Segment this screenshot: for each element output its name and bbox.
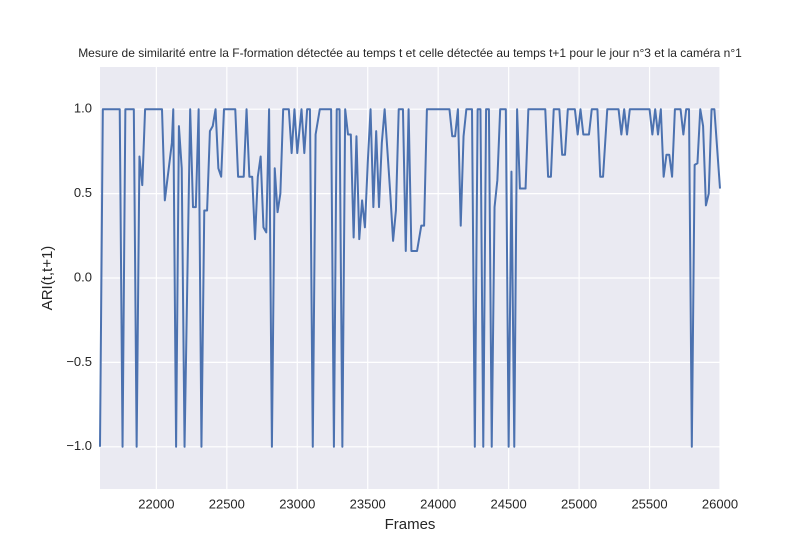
chart-title: Mesure de similarité entre la F-formatio… [78,46,742,60]
x-tick-label: 26000 [702,496,738,511]
y-tick-label: −1.0 [66,438,92,453]
x-tick-label: 24500 [491,496,527,511]
y-tick-label: 0.0 [74,269,92,284]
marks [99,108,721,448]
x-axis-label: Frames [385,516,436,533]
data-line [99,108,721,448]
x-tick-label: 24000 [420,496,456,511]
y-tick-label: 0.5 [74,185,92,200]
y-axis-label: ARI(t,t+1) [39,246,56,311]
x-tick-label: 23500 [350,496,386,511]
y-tick-label: 1.0 [74,101,92,116]
x-tick-label: 23000 [279,496,315,511]
x-tick-label: 22500 [209,496,245,511]
x-tick-label: 25500 [631,496,667,511]
grid [100,67,721,489]
x-tick-label: 25000 [561,496,597,511]
x-tick-label: 22000 [138,496,174,511]
y-tick-label: −0.5 [66,354,92,369]
